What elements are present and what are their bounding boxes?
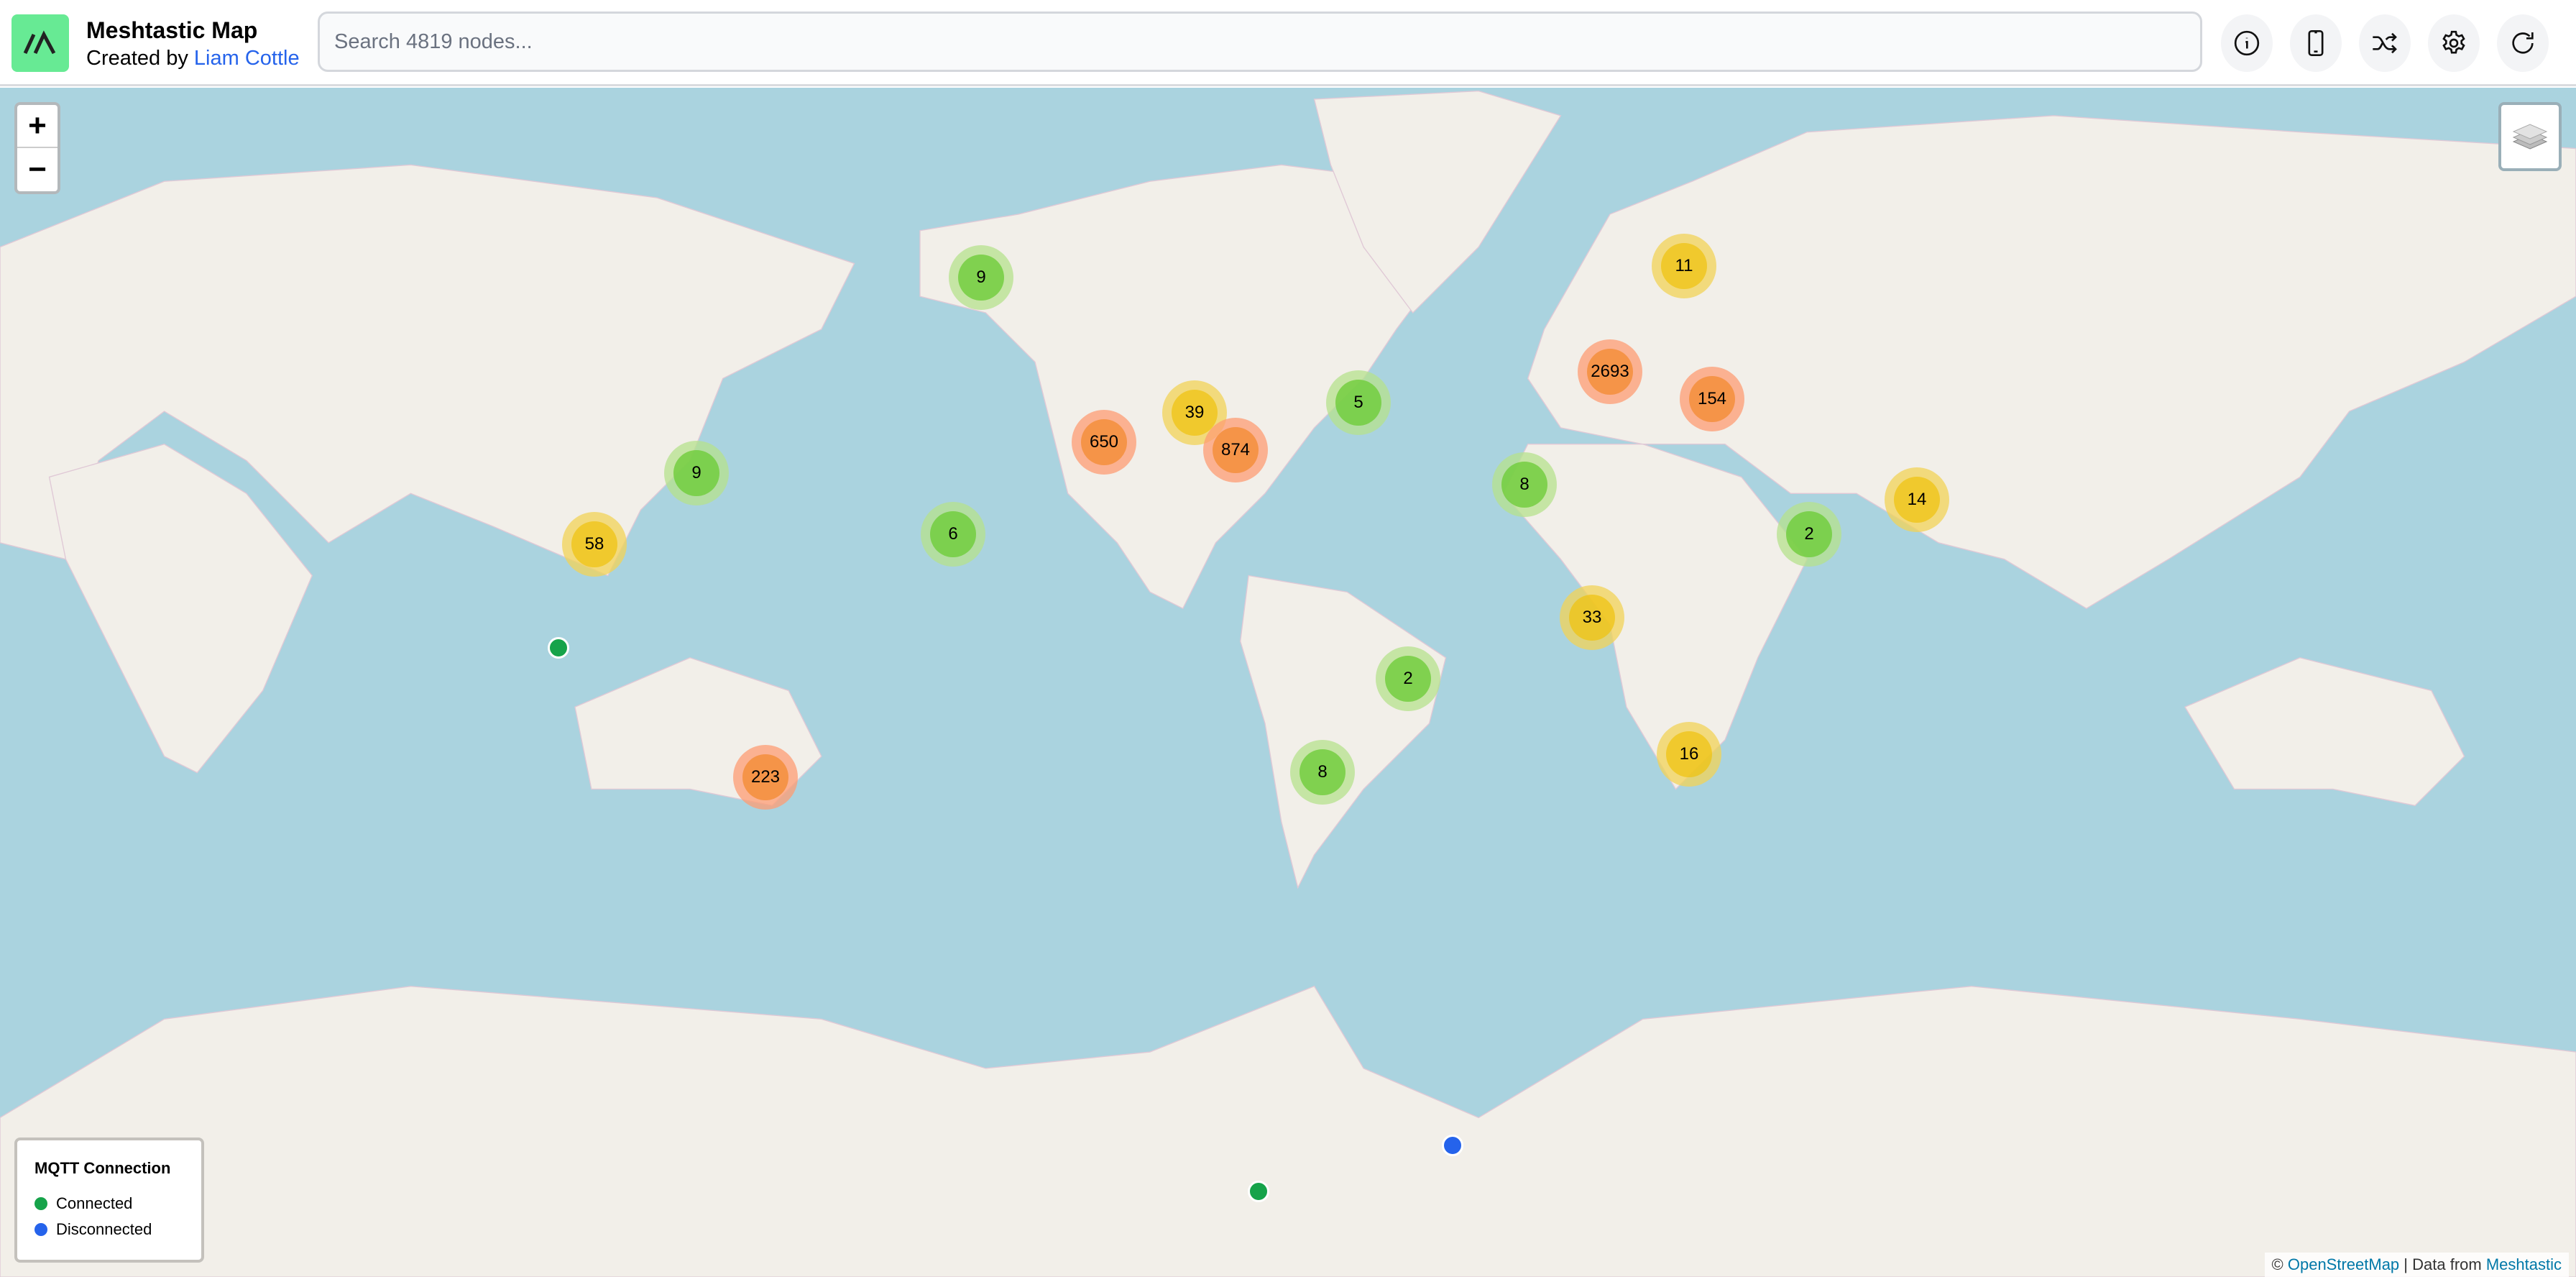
node-cluster[interactable]: 6 bbox=[921, 502, 985, 567]
legend-label: Connected bbox=[56, 1194, 133, 1212]
info-icon bbox=[2234, 30, 2260, 56]
legend-item-connected: Connected bbox=[34, 1191, 201, 1217]
layers-icon bbox=[2512, 124, 2548, 150]
cluster-count: 58 bbox=[571, 521, 617, 567]
antarctica bbox=[0, 985, 2576, 1277]
node-cluster[interactable]: 58 bbox=[562, 512, 627, 577]
cluster-count: 650 bbox=[1081, 419, 1127, 465]
cluster-count: 5 bbox=[1335, 380, 1381, 426]
asia-west-copy bbox=[0, 164, 855, 577]
node-cluster[interactable]: 5 bbox=[1326, 370, 1391, 435]
author-link[interactable]: Liam Cottle bbox=[193, 47, 300, 70]
shuffle-button[interactable] bbox=[2359, 14, 2411, 72]
zoom-control: + − bbox=[14, 102, 60, 194]
device-button[interactable] bbox=[2290, 14, 2342, 72]
header: Meshtastic Map Created by Liam Cottle bbox=[0, 0, 2576, 86]
gear-icon bbox=[2442, 30, 2465, 54]
node-cluster[interactable]: 2 bbox=[1777, 502, 1841, 567]
cluster-count: 874 bbox=[1213, 427, 1259, 473]
node-cluster[interactable]: 39 bbox=[1162, 380, 1227, 445]
node-marker-connected[interactable] bbox=[548, 637, 569, 659]
world-map-tiles bbox=[0, 90, 2576, 1277]
cluster-count: 16 bbox=[1666, 731, 1712, 777]
cluster-count: 8 bbox=[1300, 749, 1346, 795]
app-title: Meshtastic Map bbox=[86, 17, 258, 43]
node-marker-disconnected[interactable] bbox=[1442, 1135, 1463, 1156]
cluster-count: 6 bbox=[930, 511, 976, 557]
legend-item-disconnected: Disconnected bbox=[34, 1217, 201, 1242]
credit: Created by Liam Cottle bbox=[86, 45, 300, 72]
cluster-count: 223 bbox=[742, 754, 788, 800]
refresh-button[interactable] bbox=[2497, 14, 2549, 72]
meshtastic-logo-icon bbox=[23, 30, 56, 55]
title-block: Meshtastic Map Created by Liam Cottle bbox=[86, 16, 300, 72]
search-input[interactable] bbox=[318, 12, 2202, 72]
disconnected-swatch bbox=[34, 1223, 47, 1236]
cluster-count: 154 bbox=[1689, 376, 1735, 422]
cluster-count: 39 bbox=[1172, 390, 1218, 436]
settings-button[interactable] bbox=[2428, 14, 2480, 72]
attribution: © OpenStreetMap | Data from Meshtastic bbox=[2264, 1253, 2569, 1277]
eurasia bbox=[1527, 115, 2576, 609]
node-cluster[interactable]: 874 bbox=[1203, 418, 1268, 482]
cluster-count: 2 bbox=[1385, 656, 1431, 702]
meshtastic-link[interactable]: Meshtastic bbox=[2485, 1255, 2562, 1273]
node-cluster[interactable]: 33 bbox=[1560, 585, 1624, 650]
australia-copy bbox=[2184, 657, 2465, 807]
node-cluster[interactable]: 11 bbox=[1652, 234, 1716, 298]
node-cluster[interactable]: 16 bbox=[1657, 722, 1721, 787]
node-cluster[interactable]: 2 bbox=[1376, 646, 1440, 711]
south-america bbox=[1240, 575, 1447, 889]
cluster-count: 33 bbox=[1569, 595, 1615, 641]
node-cluster[interactable]: 14 bbox=[1885, 467, 1949, 532]
node-cluster[interactable]: 8 bbox=[1290, 740, 1355, 805]
africa-west-copy bbox=[48, 444, 313, 774]
node-cluster[interactable]: 9 bbox=[949, 245, 1013, 310]
map[interactable]: + − 9 11 2693 154 5 39 650 874 9 8 14 58… bbox=[0, 88, 2576, 1277]
credit-prefix: Created by bbox=[86, 47, 188, 70]
cluster-count: 8 bbox=[1501, 462, 1547, 508]
zoom-in-button[interactable]: + bbox=[17, 105, 58, 148]
refresh-icon bbox=[2512, 32, 2534, 54]
node-marker-connected[interactable] bbox=[1248, 1181, 1269, 1202]
node-cluster[interactable]: 2693 bbox=[1578, 339, 1642, 404]
phone-icon bbox=[2308, 30, 2324, 56]
attribution-separator: | Data from bbox=[2404, 1255, 2482, 1273]
cluster-count: 2693 bbox=[1587, 349, 1633, 395]
copyright-symbol: © bbox=[2271, 1255, 2283, 1273]
greenland bbox=[1313, 90, 1562, 314]
cluster-count: 9 bbox=[673, 450, 719, 496]
logo[interactable] bbox=[12, 14, 69, 72]
zoom-out-button[interactable]: − bbox=[28, 152, 47, 187]
cluster-count: 2 bbox=[1786, 511, 1832, 557]
layers-button[interactable] bbox=[2498, 102, 2562, 171]
cluster-count: 14 bbox=[1894, 477, 1940, 523]
mqtt-legend: MQTT Connection Connected Disconnected bbox=[14, 1138, 204, 1263]
info-button[interactable] bbox=[2221, 14, 2273, 72]
node-cluster[interactable]: 9 bbox=[664, 441, 729, 505]
osm-link[interactable]: OpenStreetMap bbox=[2287, 1255, 2400, 1273]
node-cluster[interactable]: 650 bbox=[1072, 410, 1136, 475]
node-cluster[interactable]: 154 bbox=[1680, 367, 1744, 431]
node-cluster[interactable]: 223 bbox=[733, 745, 798, 810]
node-cluster[interactable]: 8 bbox=[1492, 452, 1557, 517]
cluster-count: 11 bbox=[1661, 243, 1707, 289]
connected-swatch bbox=[34, 1197, 47, 1210]
legend-title: MQTT Connection bbox=[34, 1159, 171, 1177]
cluster-count: 9 bbox=[958, 255, 1004, 301]
legend-label: Disconnected bbox=[56, 1220, 152, 1238]
shuffle-icon bbox=[2373, 32, 2397, 54]
